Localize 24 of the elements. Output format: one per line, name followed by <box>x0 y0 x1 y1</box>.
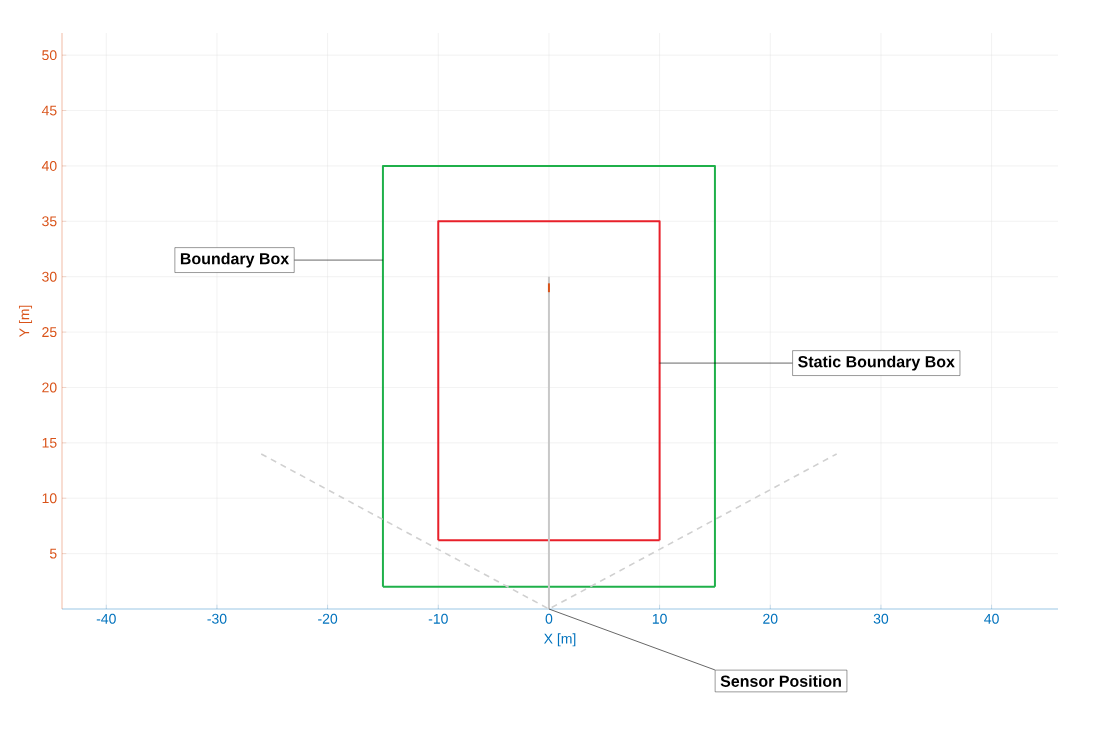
y-tick-label: 45 <box>41 105 57 116</box>
y-axis-title: Y [m] <box>18 305 33 338</box>
annotation: Sensor Position <box>720 675 841 687</box>
x-tick-label: -40 <box>96 613 116 624</box>
x-tick-label: -20 <box>318 613 338 624</box>
y-tick-label: 5 <box>49 548 57 559</box>
y-tick-label: 50 <box>42 50 57 61</box>
x-axis-title: X [m] <box>543 633 576 647</box>
x-tick-label: 10 <box>652 613 667 624</box>
y-tick-label: 35 <box>42 216 57 227</box>
y-tick-label: 30 <box>42 271 57 282</box>
annotation: Static Boundary Box <box>798 355 955 371</box>
y-tick-label: 40 <box>41 160 57 171</box>
x-tick-label: -10 <box>428 613 448 624</box>
y-tick-label: 10 <box>42 493 57 504</box>
x-tick-label: 40 <box>984 613 999 624</box>
y-tick-label: 15 <box>42 437 57 448</box>
annotation: Boundary Box <box>180 252 290 268</box>
y-tick-label: 25 <box>42 327 57 338</box>
x-tick-label: 20 <box>763 613 778 624</box>
y-tick-label: 20 <box>42 382 57 393</box>
x-tick-label: -30 <box>207 613 227 624</box>
x-tick-label: 0 <box>545 613 553 624</box>
x-tick-label: 30 <box>873 613 889 624</box>
